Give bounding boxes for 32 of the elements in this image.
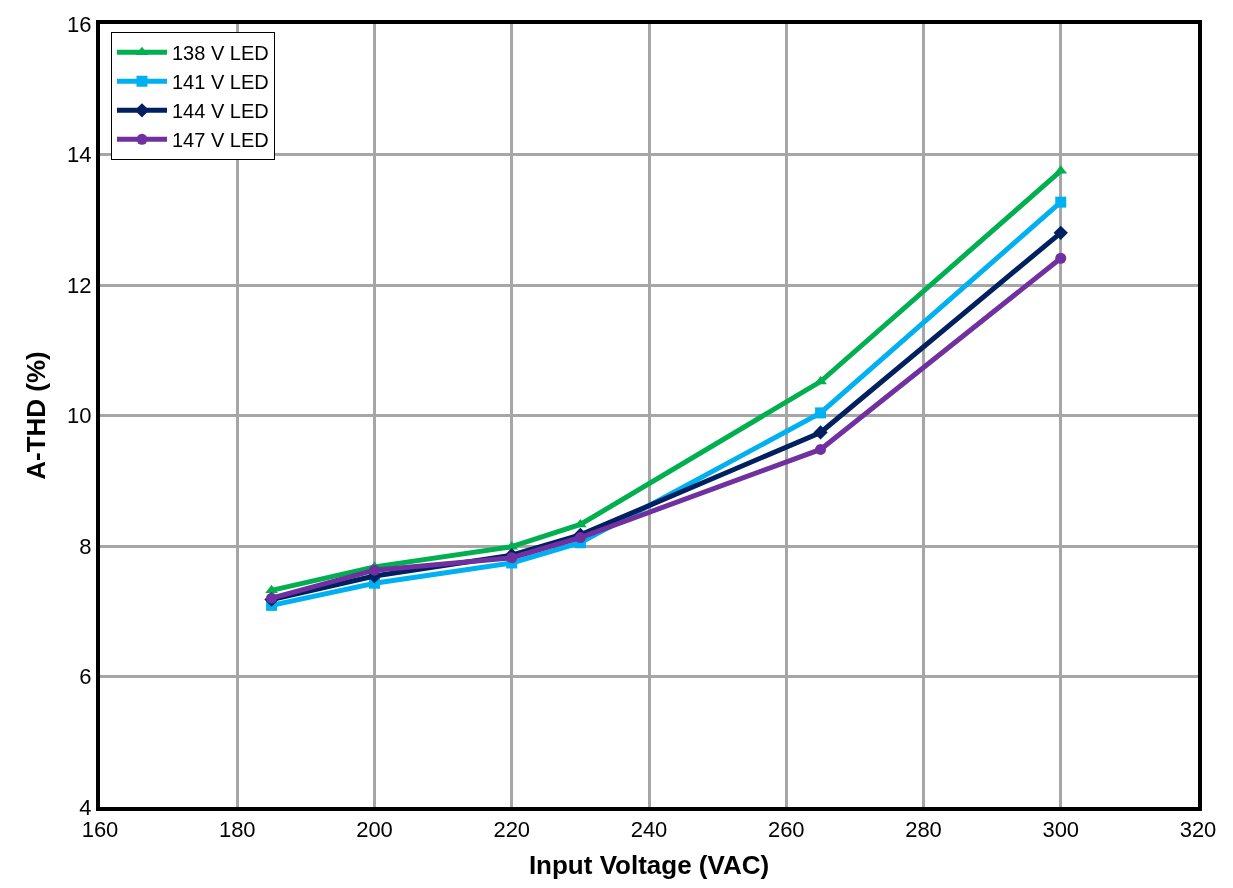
x-tick-label: 320 bbox=[1179, 817, 1217, 843]
y-tick-label: 16 bbox=[67, 11, 92, 37]
legend-label: 147 V LED bbox=[171, 129, 269, 152]
x-tick-label: 280 bbox=[905, 817, 942, 843]
x-tick-label: 240 bbox=[630, 817, 668, 843]
y-tick-label: 4 bbox=[79, 794, 92, 820]
point bbox=[815, 407, 827, 419]
y-tick-label: 8 bbox=[79, 533, 92, 559]
point bbox=[1055, 196, 1067, 208]
legend-label: 141 V LED bbox=[171, 71, 269, 94]
y-tick-label: 6 bbox=[79, 664, 92, 690]
point bbox=[1055, 252, 1067, 264]
x-tick-label: 160 bbox=[81, 817, 119, 843]
point bbox=[1053, 225, 1068, 240]
y-axis-title: A-THD (%) bbox=[21, 351, 52, 480]
legend-label: 138 V LED bbox=[171, 42, 269, 65]
point bbox=[506, 552, 518, 564]
point bbox=[815, 443, 827, 455]
point bbox=[574, 532, 586, 544]
x-axis-title: Input Voltage (VAC) bbox=[528, 849, 770, 880]
y-tick-label: 10 bbox=[67, 403, 92, 429]
x-tick-label: 300 bbox=[1042, 817, 1080, 843]
point bbox=[265, 584, 278, 594]
x-tick-label: 260 bbox=[767, 817, 805, 843]
legend-label: 144 V LED bbox=[171, 100, 269, 123]
x-tick-label: 180 bbox=[218, 817, 256, 843]
point bbox=[369, 564, 380, 576]
point bbox=[813, 425, 828, 440]
x-tick-label: 220 bbox=[493, 817, 531, 843]
x-tick-label: 200 bbox=[356, 817, 393, 843]
y-tick-label: 14 bbox=[67, 142, 92, 168]
y-tick-label: 12 bbox=[67, 272, 92, 298]
